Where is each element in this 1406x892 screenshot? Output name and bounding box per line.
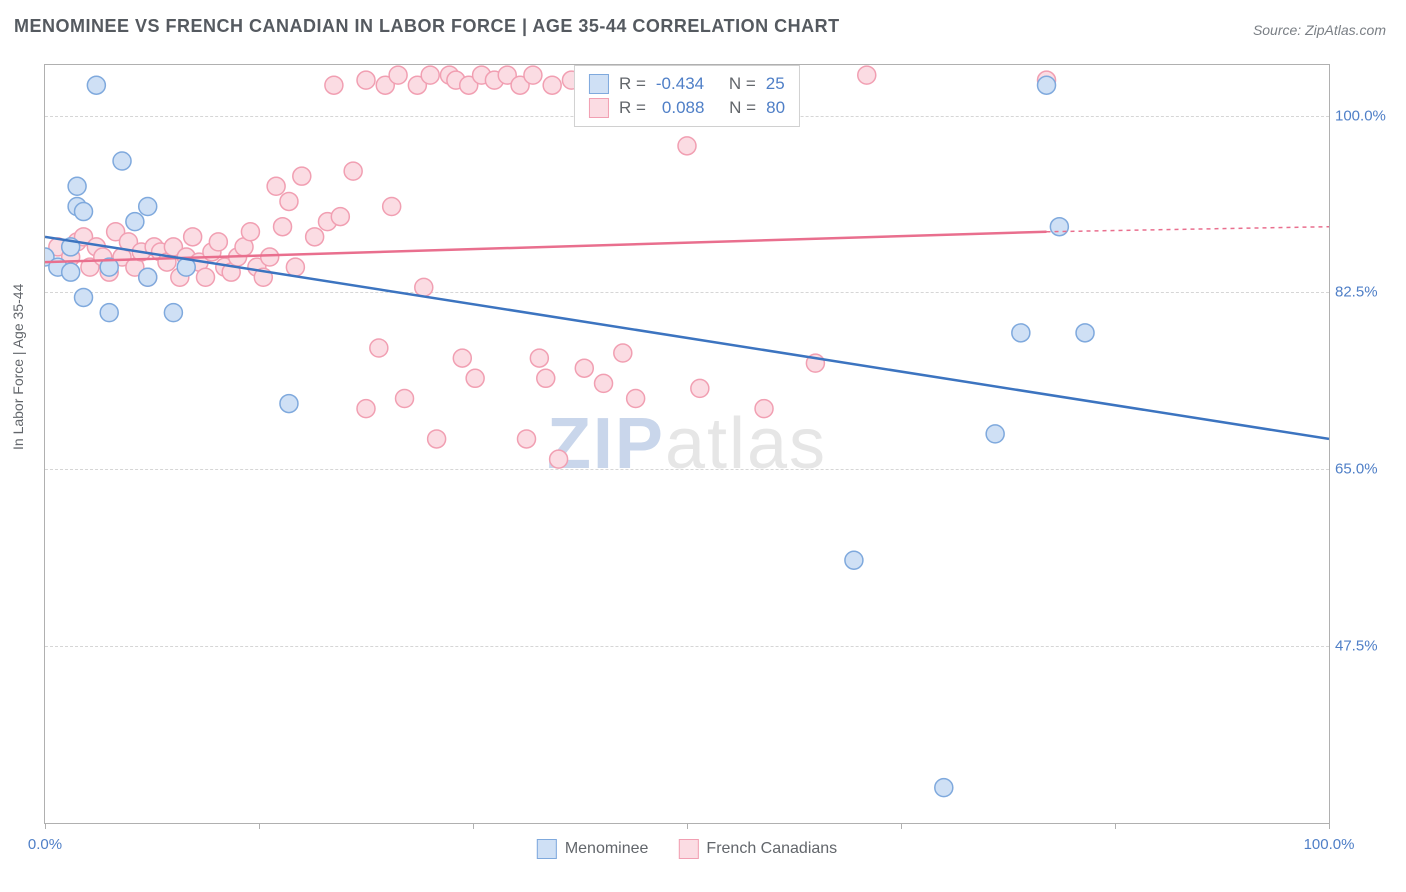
data-point bbox=[428, 430, 446, 448]
data-point bbox=[858, 66, 876, 84]
trend-line-menominee bbox=[45, 237, 1329, 439]
source-citation: Source: ZipAtlas.com bbox=[1253, 22, 1386, 38]
data-point bbox=[530, 349, 548, 367]
data-point bbox=[1038, 76, 1056, 94]
data-point bbox=[627, 390, 645, 408]
data-point bbox=[421, 66, 439, 84]
data-point bbox=[845, 551, 863, 569]
data-point bbox=[286, 258, 304, 276]
data-point bbox=[139, 197, 157, 215]
data-point bbox=[383, 197, 401, 215]
data-point bbox=[126, 213, 144, 231]
y-tick-label: 65.0% bbox=[1335, 461, 1391, 478]
data-point bbox=[68, 177, 86, 195]
data-point bbox=[267, 177, 285, 195]
swatch-menominee bbox=[589, 74, 609, 94]
data-point bbox=[113, 152, 131, 170]
data-point bbox=[678, 137, 696, 155]
data-point bbox=[293, 167, 311, 185]
data-point bbox=[614, 344, 632, 362]
legend-item-menominee: Menominee bbox=[537, 839, 649, 859]
n-value-french: 80 bbox=[766, 98, 785, 118]
n-label: N = bbox=[729, 74, 756, 94]
data-point bbox=[389, 66, 407, 84]
data-point bbox=[209, 233, 227, 251]
data-point bbox=[280, 192, 298, 210]
data-point bbox=[1050, 218, 1068, 236]
data-point bbox=[87, 76, 105, 94]
legend-label-french: French Canadians bbox=[706, 840, 837, 858]
data-point bbox=[184, 228, 202, 246]
swatch-french bbox=[589, 98, 609, 118]
data-point bbox=[75, 203, 93, 221]
data-point bbox=[550, 450, 568, 468]
data-point bbox=[1012, 324, 1030, 342]
data-point bbox=[466, 369, 484, 387]
data-point bbox=[100, 304, 118, 322]
x-tick-label-max: 100.0% bbox=[1304, 836, 1355, 853]
data-point bbox=[357, 71, 375, 89]
legend-row-menominee: R = -0.434 N = 25 bbox=[589, 72, 785, 96]
data-point bbox=[986, 425, 1004, 443]
swatch-menominee-bottom bbox=[537, 839, 557, 859]
legend-label-menominee: Menominee bbox=[565, 840, 649, 858]
data-point bbox=[755, 400, 773, 418]
data-point bbox=[306, 228, 324, 246]
data-point bbox=[595, 374, 613, 392]
data-point bbox=[453, 349, 471, 367]
n-value-menominee: 25 bbox=[766, 74, 785, 94]
data-point bbox=[396, 390, 414, 408]
legend-row-french: R = 0.088 N = 80 bbox=[589, 96, 785, 120]
trend-line-french-dash bbox=[1047, 227, 1329, 232]
n-label: N = bbox=[729, 98, 756, 118]
data-point bbox=[280, 395, 298, 413]
data-point bbox=[241, 223, 259, 241]
series-legend: Menominee French Canadians bbox=[537, 839, 837, 859]
swatch-french-bottom bbox=[678, 839, 698, 859]
data-point bbox=[935, 779, 953, 797]
chart-svg bbox=[45, 65, 1329, 823]
data-point bbox=[691, 379, 709, 397]
r-value-french: 0.088 bbox=[662, 98, 705, 118]
correlation-legend: R = -0.434 N = 25 R = 0.088 N = 80 bbox=[574, 65, 800, 127]
data-point bbox=[164, 304, 182, 322]
data-point bbox=[524, 66, 542, 84]
data-point bbox=[75, 288, 93, 306]
data-point bbox=[370, 339, 388, 357]
data-point bbox=[197, 268, 215, 286]
data-point bbox=[415, 278, 433, 296]
plot-area: ZIPatlas 47.5%65.0%82.5%100.0% R = -0.43… bbox=[44, 64, 1330, 824]
data-point bbox=[344, 162, 362, 180]
y-tick-label: 100.0% bbox=[1335, 107, 1391, 124]
data-point bbox=[575, 359, 593, 377]
chart-title: MENOMINEE VS FRENCH CANADIAN IN LABOR FO… bbox=[14, 16, 840, 37]
y-axis-label: In Labor Force | Age 35-44 bbox=[10, 284, 26, 450]
legend-item-french: French Canadians bbox=[678, 839, 837, 859]
y-tick-label: 82.5% bbox=[1335, 284, 1391, 301]
r-label: R = bbox=[619, 98, 646, 118]
data-point bbox=[325, 76, 343, 94]
data-point bbox=[537, 369, 555, 387]
r-label: R = bbox=[619, 74, 646, 94]
data-point bbox=[261, 248, 279, 266]
data-point bbox=[357, 400, 375, 418]
y-tick-label: 47.5% bbox=[1335, 638, 1391, 655]
x-tick-label-min: 0.0% bbox=[28, 836, 62, 853]
data-point bbox=[518, 430, 536, 448]
data-point bbox=[274, 218, 292, 236]
data-point bbox=[543, 76, 561, 94]
data-point bbox=[1076, 324, 1094, 342]
r-value-menominee: -0.434 bbox=[656, 74, 704, 94]
data-point bbox=[62, 263, 80, 281]
data-point bbox=[139, 268, 157, 286]
data-point bbox=[331, 208, 349, 226]
